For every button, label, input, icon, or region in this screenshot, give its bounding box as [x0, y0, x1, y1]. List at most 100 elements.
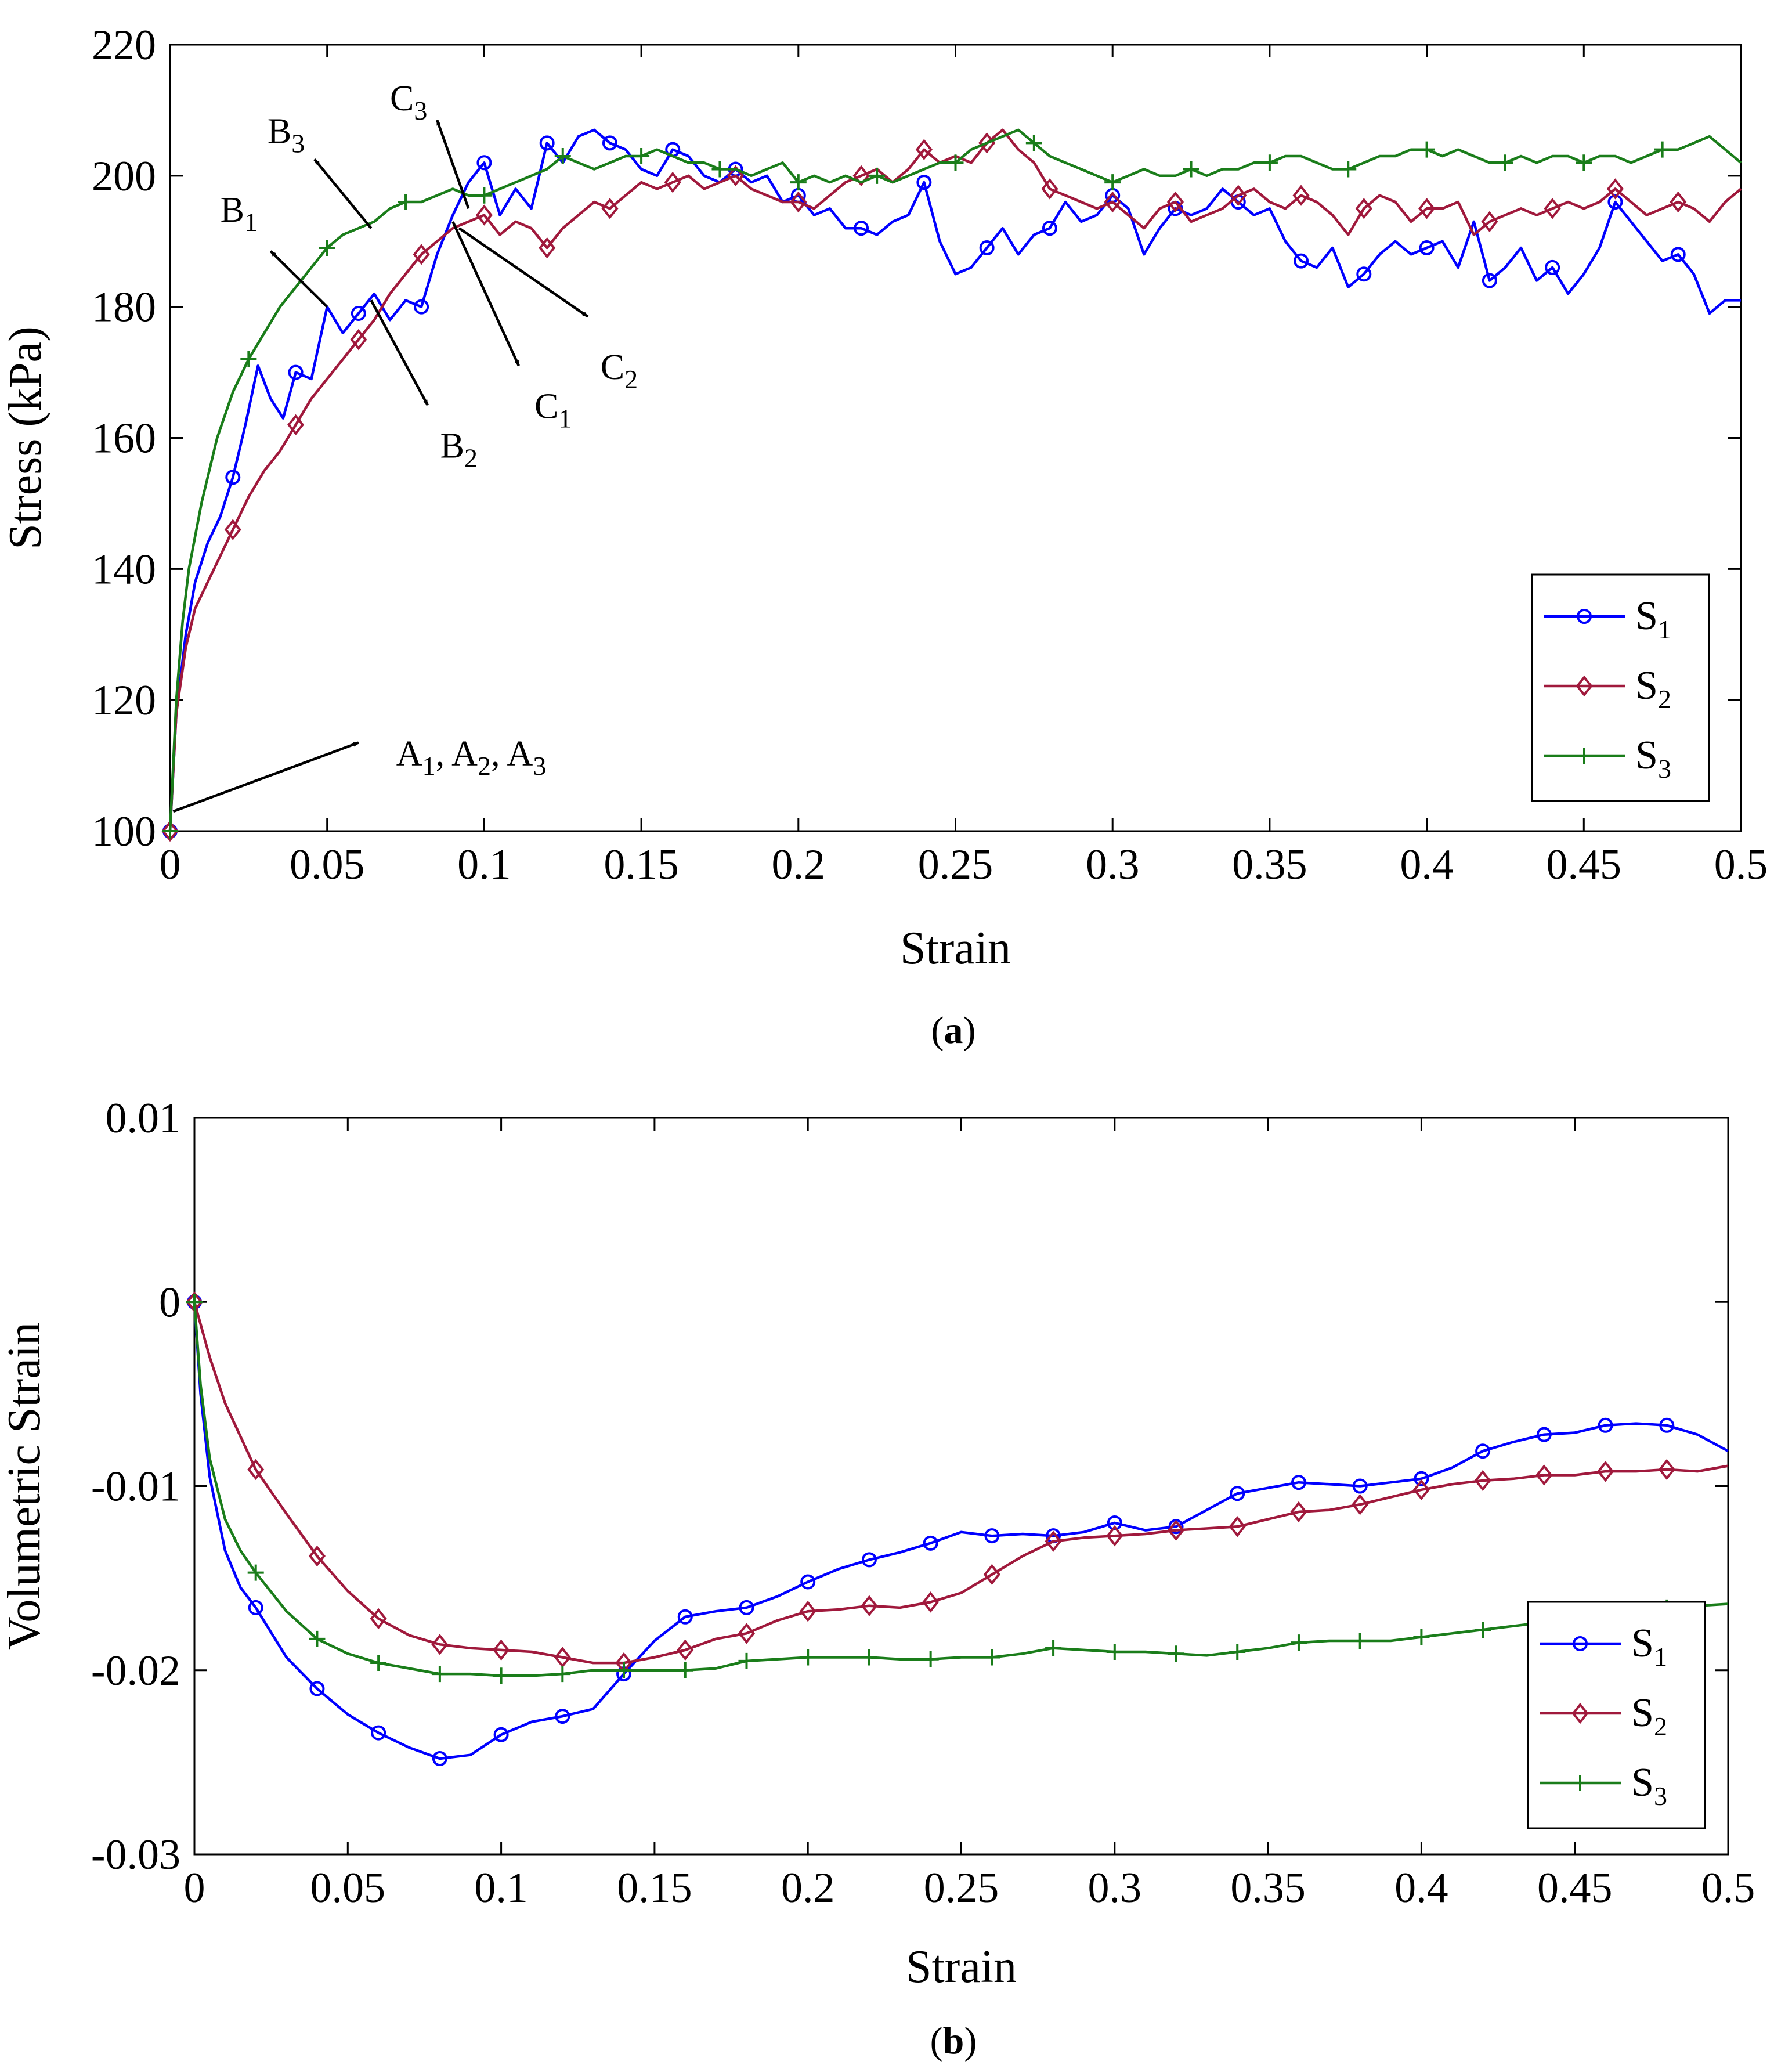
series-marker	[1045, 1640, 1062, 1656]
x-tick-label: 0.05	[290, 841, 365, 889]
x-tick-label: 0	[184, 1864, 205, 1912]
series-marker	[1168, 1645, 1184, 1662]
series-marker	[915, 139, 933, 160]
series-marker	[1352, 1632, 1368, 1649]
series-marker	[1658, 1459, 1675, 1481]
series-marker	[161, 820, 179, 842]
series-marker	[738, 1652, 755, 1669]
series-marker	[186, 1294, 203, 1311]
series-marker	[799, 1601, 816, 1622]
annotation-label: B1	[221, 190, 258, 237]
y-tick-label: 120	[92, 677, 156, 724]
legend: S1 S2 S3	[1531, 573, 1710, 802]
series-marker	[727, 165, 745, 187]
series-marker	[711, 161, 728, 178]
plot-frame	[193, 1117, 1729, 1856]
annotation-label: C2	[601, 348, 638, 394]
series-marker	[1229, 1644, 1246, 1661]
series-marker	[800, 1649, 816, 1666]
series-marker	[861, 1649, 877, 1666]
series-marker	[1355, 198, 1372, 219]
y-tick-label: 220	[92, 21, 156, 69]
legend-label: S1	[1631, 1621, 1667, 1672]
series-marker	[1025, 135, 1042, 151]
x-tick-label: 0.5	[1701, 1864, 1755, 1912]
series-line	[168, 128, 1742, 832]
annotation-label: A1, A2, A3	[396, 734, 547, 781]
x-tick-label: 0.35	[1232, 841, 1307, 889]
series-marker	[248, 1600, 263, 1615]
legend-marker	[1576, 748, 1592, 764]
series-marker	[677, 1662, 693, 1678]
series-marker	[1167, 1519, 1185, 1541]
series-marker	[493, 1727, 509, 1742]
series-marker	[1598, 1417, 1613, 1433]
series-marker	[1104, 174, 1121, 191]
x-tick-label: 0.2	[772, 841, 826, 889]
series-marker	[288, 364, 304, 380]
series-marker	[1045, 1530, 1062, 1552]
series-marker	[1104, 191, 1121, 213]
series-line	[193, 1302, 1729, 1760]
series-marker	[1654, 141, 1671, 158]
annotation-label: B2	[440, 426, 478, 472]
series-marker	[984, 1649, 1000, 1666]
x-tick-label: 0.45	[1537, 1864, 1613, 1912]
x-tick-label: 0.5	[1714, 841, 1768, 889]
series-marker	[677, 1639, 694, 1661]
annotation-label: C3	[390, 79, 427, 125]
x-tick-label: 0.3	[1088, 1864, 1142, 1912]
y-tick-label: 0.01	[106, 1095, 181, 1142]
x-tick-label: 0.1	[474, 1864, 528, 1912]
x-tick-label: 0.15	[617, 1864, 692, 1912]
series-marker	[370, 1655, 387, 1672]
legend-label: S3	[1635, 733, 1671, 784]
series-s3	[186, 1294, 1729, 1684]
annotation-arrow	[370, 299, 429, 406]
y-tick-label: 160	[92, 415, 156, 463]
chart-panel-a: 0 0.05 0.1 0.15 0.2 0.25 0.3 0.35 0.4 0.45 0.5 100 1…	[0, 21, 1768, 974]
series-marker	[1544, 198, 1561, 219]
series-marker	[1229, 1516, 1246, 1537]
legend-label: S2	[1631, 1691, 1667, 1741]
annotation-arrow	[172, 741, 359, 813]
y-tick-label: 180	[92, 284, 156, 331]
panel-label-a: (a)	[931, 1009, 976, 1052]
series-marker	[493, 1667, 510, 1684]
series-marker	[1474, 1470, 1491, 1492]
series-marker	[555, 1709, 570, 1724]
series-marker	[1606, 178, 1624, 200]
series-marker	[1107, 1515, 1122, 1530]
legend-label: S1	[1635, 594, 1671, 644]
x-tick-label: 0.2	[781, 1864, 835, 1912]
series-marker	[308, 1545, 326, 1567]
legend-marker	[1572, 1775, 1588, 1791]
series-marker	[1536, 1427, 1552, 1442]
series-marker	[601, 198, 619, 219]
series-marker	[162, 823, 178, 839]
series-line	[193, 1301, 1729, 1665]
series-marker	[1607, 194, 1623, 210]
legend-box	[1527, 1601, 1706, 1829]
series-marker	[947, 154, 964, 171]
y-tick-label: -0.01	[91, 1463, 180, 1511]
y-tick-label: -0.02	[91, 1647, 180, 1695]
series-marker	[1414, 1471, 1429, 1486]
x-tick-label: 0.25	[918, 841, 993, 889]
annotation-arrow	[451, 221, 520, 367]
x-tick-label: 0.35	[1230, 1864, 1306, 1912]
series-marker	[476, 155, 492, 171]
annotation-arrow	[269, 250, 328, 308]
series-marker	[224, 519, 241, 540]
series-marker	[790, 191, 807, 213]
annotations: A1, A2, A3 B1 B2 B3 C1 C2 C3	[172, 79, 638, 813]
series-marker	[414, 299, 429, 315]
series-marker	[739, 1600, 754, 1615]
series-marker	[1230, 185, 1247, 206]
x-tick-label: 0	[160, 841, 181, 889]
series-marker	[309, 1681, 325, 1696]
series-marker	[677, 1609, 693, 1625]
series-marker	[554, 1666, 571, 1683]
series-marker	[1412, 1479, 1430, 1501]
series-marker	[398, 194, 414, 210]
